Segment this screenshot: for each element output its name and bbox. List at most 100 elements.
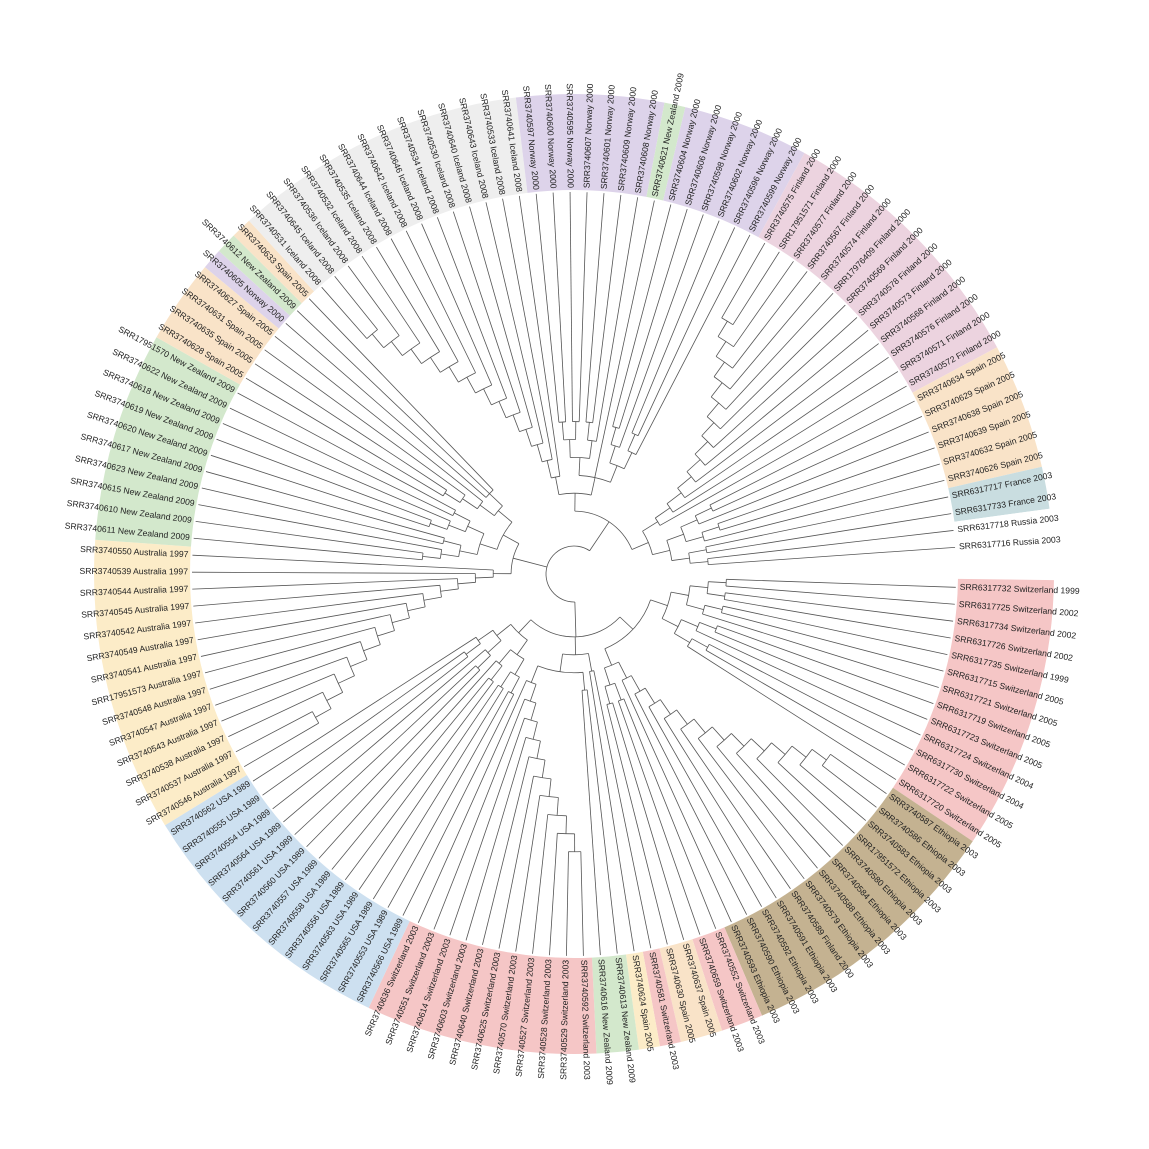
tip-label: SRR6317732 Switzerland 1999 [960,582,1080,596]
branch-edge [417,680,527,923]
branch-arc [710,396,727,410]
branch-edge [606,704,668,945]
tree-branches [192,192,956,956]
branch-edge [390,238,459,362]
branch-edge [482,756,530,945]
branch-edge [192,578,458,590]
branch-arc [673,619,682,634]
branch-edge [791,745,807,758]
clade-band [95,337,240,547]
branch-edge [699,622,717,630]
branch-edge [589,671,635,952]
branch-arc [442,537,445,544]
branch-edge [565,815,567,834]
branch-arc [505,412,521,419]
branch-arc [322,692,332,709]
branch-edge [604,686,611,704]
branch-arc [383,335,400,349]
branch-edge [440,588,459,592]
branch-edge [630,675,641,692]
branch-arc [589,670,594,672]
branch-edge [402,694,515,916]
clade-band [692,927,762,1031]
branch-edge [720,304,846,430]
branch-edge [222,423,451,522]
branch-arc [558,492,592,496]
branch-edge [713,361,725,377]
branch-edge [617,700,701,935]
clade-color-bands [93,94,1054,1055]
branch-arc [510,543,520,574]
branch-edge [548,778,552,797]
branch-edge [569,439,571,458]
branch-arc [458,545,462,557]
branch-edge [200,614,391,657]
branch-arc [475,637,481,644]
branch-arc [706,416,721,430]
branch-edge [372,688,504,900]
branch-edge [586,689,618,954]
branch-edge [714,631,928,720]
branch-arc [716,733,732,747]
branch-edge [201,487,444,545]
branch-edge [619,214,704,448]
clade-band [663,107,805,238]
branch-edge [592,194,622,423]
branch-edge [358,684,499,891]
branch-edge [376,246,440,352]
branch-edge [725,293,834,410]
branch-arc [374,627,381,645]
branch-edge [334,276,378,330]
branch-arc [705,644,710,651]
branch-arc [654,517,661,526]
branch-edge [631,542,649,550]
branch-arc [492,630,502,641]
branch-edge [500,671,511,688]
branch-edge [706,513,952,554]
branch-edge [193,537,423,561]
branch-edge [680,519,698,528]
branch-arc [694,453,706,466]
branch-edge [731,733,745,747]
branch-edge [621,680,732,923]
tip-label: SRR3740595 Norway 2000 [565,83,576,188]
branch-edge [387,691,509,908]
branch-edge [589,440,593,459]
branch-edge [666,533,684,541]
branch-edge [430,523,448,530]
branch-edge [262,651,465,796]
branch-edge [552,192,567,422]
branch-edge [736,753,831,858]
branch-edge [710,382,723,398]
branch-edge [498,776,534,949]
branch-edge [448,366,459,383]
branch-edge [695,343,879,483]
branch-edge [685,536,704,543]
branch-edge [518,195,561,477]
branch-edge [713,317,858,448]
branch-edge [477,655,491,669]
branch-edge [467,525,485,534]
branch-edge [496,624,512,636]
branch-edge [331,677,490,870]
branch-edge [515,795,541,952]
branch-edge [610,427,617,445]
branch-edge [661,618,679,627]
branch-arc [585,421,593,424]
branch-edge [717,625,934,704]
branch-edge [192,571,476,574]
branch-edge [532,721,538,740]
branch-arc [666,503,674,513]
branch-edge [688,549,707,554]
branch-arc [715,356,733,369]
branch-edge [237,392,456,511]
branch-arc [530,616,621,638]
branch-arc [495,660,503,667]
clade-band [218,235,302,316]
branch-edge [724,599,951,639]
branch-edge [221,673,335,722]
branch-edge [726,578,956,588]
branch-arc [547,814,567,817]
clade-band [625,951,661,1050]
